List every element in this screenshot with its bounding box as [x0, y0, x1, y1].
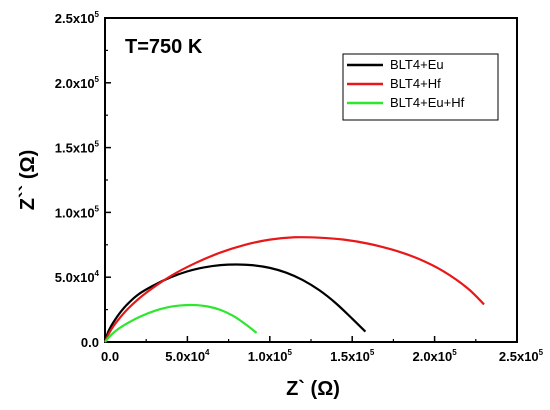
- x-tick-label-exponent: 5: [370, 348, 375, 357]
- x-tick-label-mantissa: 2.5x10: [499, 349, 539, 364]
- y-tick-label-exponent: 5: [95, 140, 100, 149]
- legend: BLT4+Eu BLT4+Hf BLT4+Eu+Hf: [342, 53, 499, 121]
- y-tick-label-mantissa: 0.0: [81, 335, 99, 350]
- series-line-1: [104, 236, 485, 343]
- legend-label-2: BLT4+Eu+Hf: [390, 95, 465, 110]
- y-tick-label-mantissa: 1.5x10: [55, 141, 95, 156]
- x-tick-label: 5.0x104: [165, 348, 210, 364]
- y-tick-label-exponent: 5: [95, 10, 100, 19]
- x-tick-label: 1.0x105: [248, 348, 293, 364]
- y-tick-label: 2.5x105: [55, 10, 100, 26]
- y-tick-label: 2.0x105: [55, 75, 100, 91]
- legend-label-1: BLT4+Hf: [390, 76, 441, 91]
- x-tick-label-mantissa: 1.0x10: [248, 349, 288, 364]
- x-tick-label-exponent: 5: [452, 348, 457, 357]
- x-tick-label: 0.0: [101, 349, 119, 364]
- x-tick-labels: 0.0 5.0x104 1.0x105 1.5x105 2.0x105 2.5x105: [101, 348, 544, 364]
- x-tick-label-mantissa: 0.0: [101, 349, 119, 364]
- y-tick-label: 1.5x105: [55, 140, 100, 156]
- y-tick-label-mantissa: 2.5x10: [55, 11, 95, 26]
- series-line-0: [103, 263, 367, 343]
- x-tick-label: 2.5x105: [499, 348, 544, 364]
- x-tick-label-exponent: 5: [287, 348, 292, 357]
- x-tick-label-mantissa: 2.0x10: [412, 349, 452, 364]
- y-tick-label-exponent: 5: [95, 204, 100, 213]
- x-axis-title: Z` (Ω): [286, 378, 340, 400]
- y-axis-title: Z`` (Ω): [17, 150, 39, 210]
- x-tick-label-exponent: 4: [205, 348, 210, 357]
- y-tick-label: 0.0: [81, 335, 99, 350]
- y-tick-label-exponent: 4: [95, 269, 100, 278]
- y-tick-label-mantissa: 5.0x10: [55, 270, 95, 285]
- x-tick-label-mantissa: 1.5x10: [330, 349, 370, 364]
- x-tick-label-mantissa: 5.0x10: [165, 349, 205, 364]
- legend-label-0: BLT4+Eu: [390, 57, 444, 72]
- y-tick-label: 1.0x105: [55, 204, 100, 220]
- x-tick-label-exponent: 5: [539, 348, 544, 357]
- legend-entries: BLT4+Eu BLT4+Hf BLT4+Eu+Hf: [347, 57, 465, 110]
- x-tick-label: 2.0x105: [412, 348, 457, 364]
- series-line-2: [104, 303, 258, 343]
- y-tick-label: 5.0x104: [55, 269, 100, 285]
- y-tick-label-mantissa: 1.0x10: [55, 205, 95, 220]
- annotation-temperature: T=750 K: [125, 36, 203, 58]
- y-tick-label-mantissa: 2.0x10: [55, 76, 95, 91]
- y-tick-label-exponent: 5: [95, 75, 100, 84]
- series-layer: [103, 236, 485, 343]
- x-tick-label: 1.5x105: [330, 348, 375, 364]
